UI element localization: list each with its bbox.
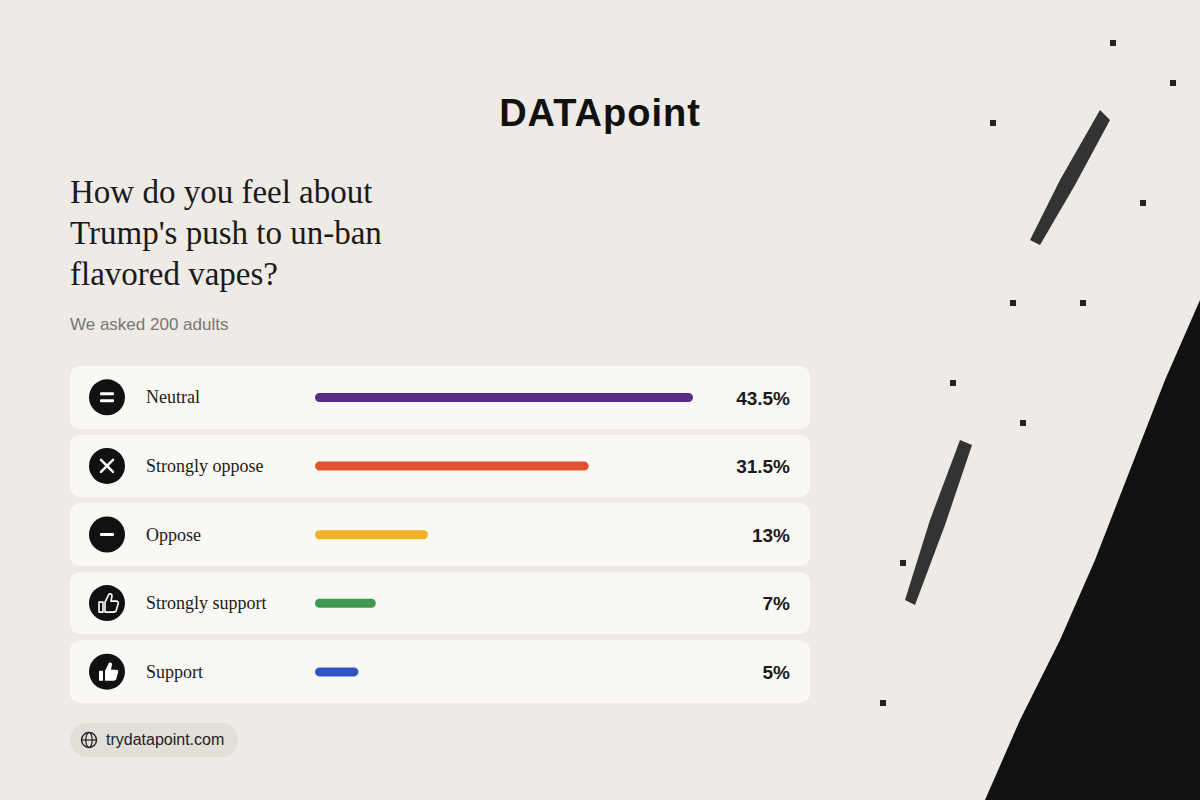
svg-text:7%: 7% [763,593,791,614]
html-text:trydatapoint.com: trydatapoint.com [106,731,225,748]
html-text:DATApoint: DATApoint [499,92,701,134]
svg-text:31.5%: 31.5% [736,456,790,477]
svg-text:13%: 13% [752,525,790,546]
svg-text:43.5%: 43.5% [736,388,790,409]
svg-text:Neutral: Neutral [146,387,200,407]
html-text:We asked 200 adults: We asked 200 adults [70,315,229,334]
svg-text:Strongly oppose: Strongly oppose [146,456,264,476]
svg-text:Support: Support [146,662,203,682]
svg-text:Oppose: Oppose [146,525,201,545]
svg-text:5%: 5% [763,662,791,683]
svg-text:Strongly support: Strongly support [146,593,267,613]
html-text:How do you feel about Trump's: How do you feel about Trump's push to un… [70,174,382,292]
